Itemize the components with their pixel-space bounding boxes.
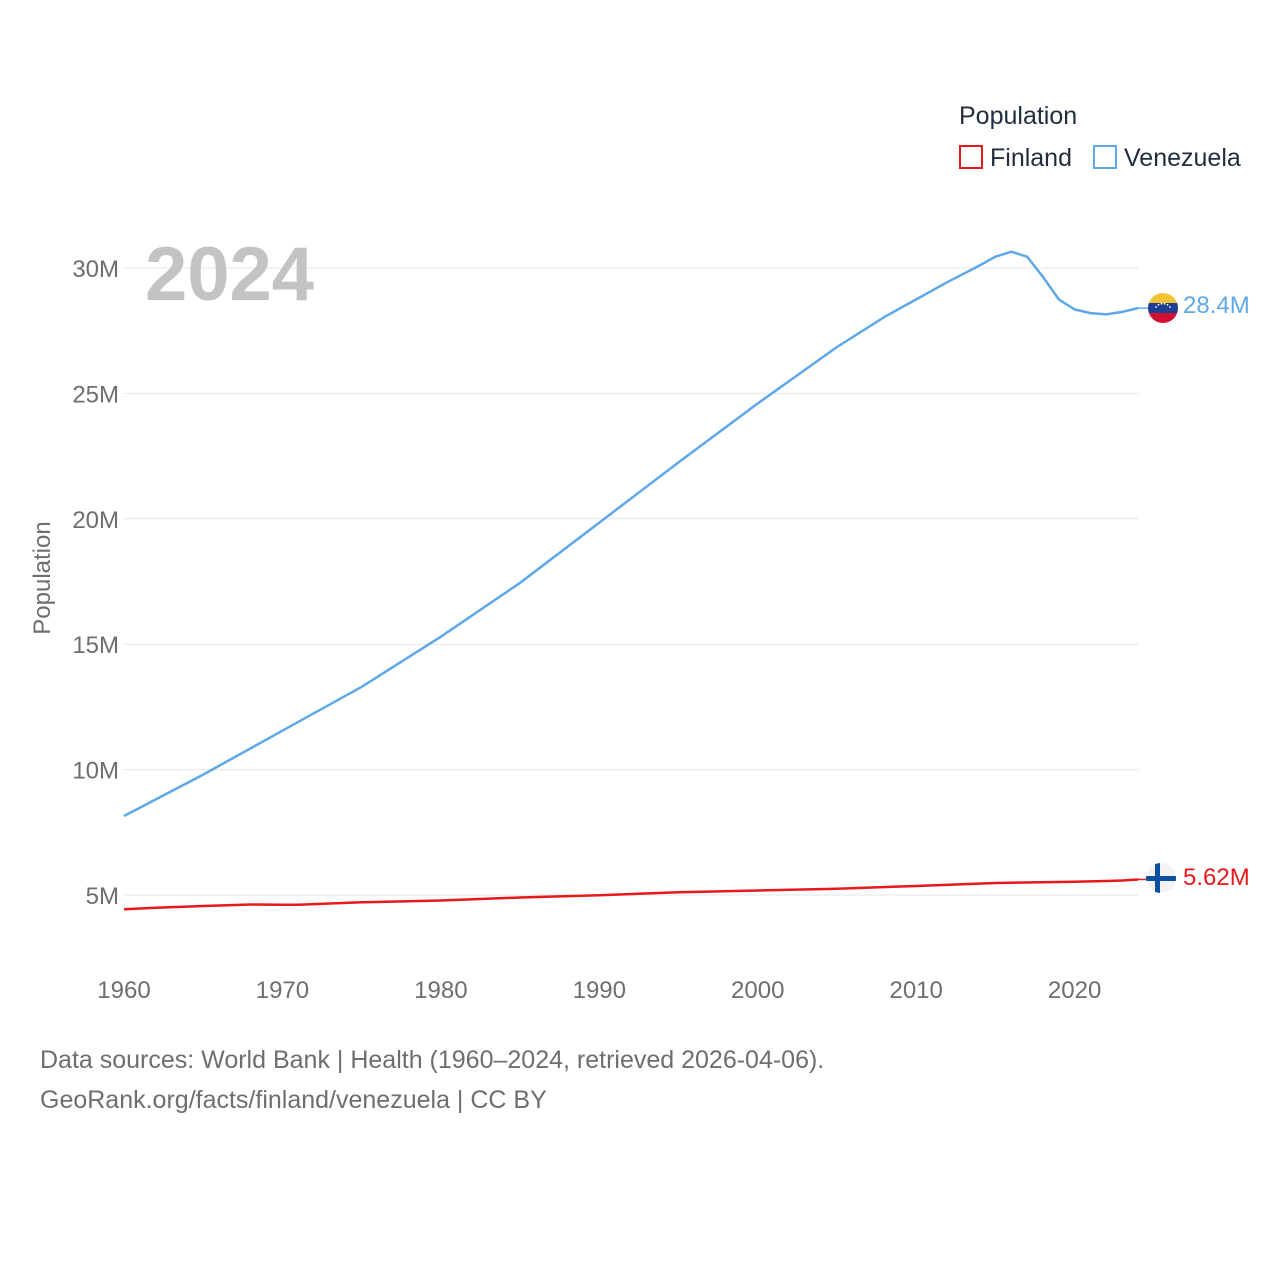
y-axis: 5M 10M 15M 20M 25M 30M	[72, 256, 119, 910]
y-tick-label: 25M	[72, 381, 119, 408]
x-tick-label: 2020	[1048, 977, 1101, 1004]
series-line-finland	[123, 878, 1139, 911]
year-label: 2024	[145, 232, 314, 317]
legend-label-venezuela: Venezuela	[1124, 144, 1241, 172]
venezuela-flag-icon	[1148, 293, 1178, 323]
y-tick-label: 20M	[72, 507, 119, 534]
end-label-finland: 5.62M	[1183, 864, 1250, 891]
series-line-venezuela	[123, 250, 1139, 818]
x-axis: 1960 1970 1980 1990 2000 2010 2020	[97, 977, 1101, 1004]
x-tick-label: 1970	[256, 977, 309, 1004]
x-tick-label: 1980	[414, 977, 467, 1004]
legend-item-venezuela[interactable]: Venezuela	[1093, 144, 1241, 172]
footer: Data sources: World Bank | Health (1960–…	[40, 1040, 824, 1120]
finland-flag-icon	[1146, 863, 1176, 893]
legend-item-finland[interactable]: Finland	[959, 144, 1072, 172]
data-sources-text: Data sources: World Bank | Health (1960–…	[40, 1046, 825, 1074]
gridlines	[124, 267, 1138, 896]
y-tick-label: 30M	[72, 256, 119, 283]
legend-title: Population	[959, 102, 1077, 130]
legend-swatch-finland	[959, 145, 983, 169]
credit-text: GeoRank.org/facts/finland/venezuela | CC…	[40, 1086, 547, 1114]
y-tick-label: 15M	[72, 632, 119, 659]
legend-swatch-venezuela	[1093, 145, 1117, 169]
y-axis-title: Population	[29, 521, 56, 634]
end-label-venezuela: 28.4M	[1183, 292, 1250, 319]
legend-label-finland: Finland	[990, 144, 1072, 172]
y-tick-label: 10M	[72, 758, 119, 785]
y-tick-label: 5M	[86, 883, 119, 910]
x-tick-label: 2000	[731, 977, 784, 1004]
x-tick-label: 2010	[889, 977, 942, 1004]
x-tick-label: 1960	[97, 977, 150, 1004]
x-tick-label: 1990	[573, 977, 626, 1004]
legend: Population Finland Venezuela	[959, 102, 1241, 172]
